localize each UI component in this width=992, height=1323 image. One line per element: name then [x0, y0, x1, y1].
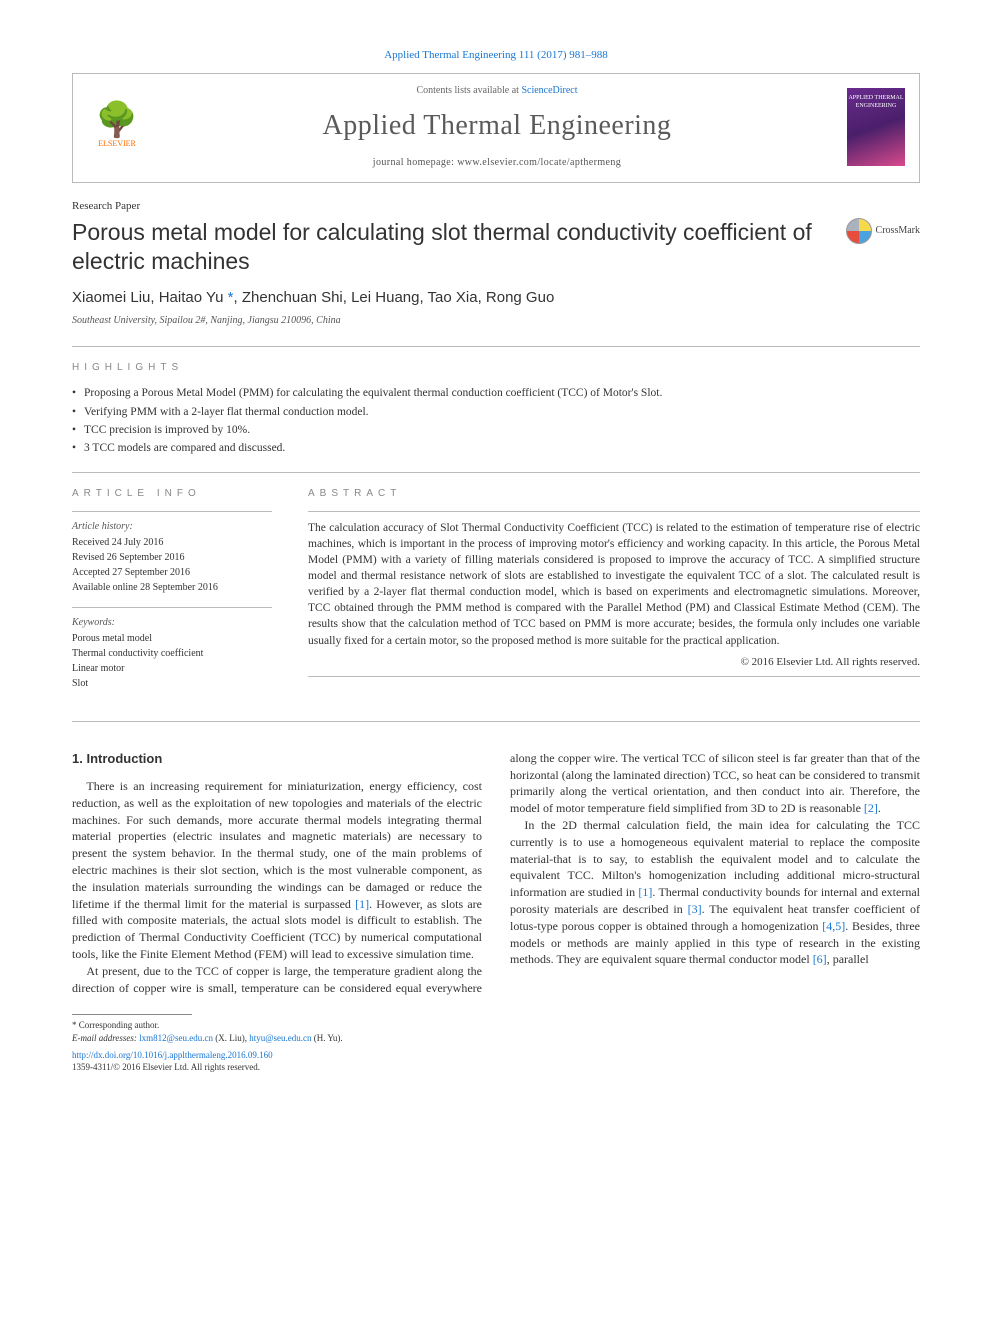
- contents-line: Contents lists available at ScienceDirec…: [163, 84, 831, 98]
- rule-1: [72, 346, 920, 347]
- ref-link[interactable]: [4,5]: [822, 919, 845, 933]
- authors-line: Xiaomei Liu, Haitao Yu *, Zhenchuan Shi,…: [72, 287, 920, 308]
- info-abstract-row: ARTICLE INFO Article history: Received 2…: [72, 473, 920, 703]
- email-label: E-mail addresses:: [72, 1033, 139, 1043]
- doi-link[interactable]: http://dx.doi.org/10.1016/j.applthermale…: [72, 1050, 273, 1060]
- intro-para-3: In the 2D thermal calculation field, the…: [510, 817, 920, 968]
- elsevier-name: ELSEVIER: [98, 138, 136, 149]
- keyword: Thermal conductivity coefficient: [72, 647, 272, 661]
- paper-type-label: Research Paper: [72, 199, 920, 214]
- intro-heading: 1. Introduction: [72, 750, 482, 768]
- abstract-label: ABSTRACT: [308, 487, 920, 501]
- highlight-item: Verifying PMM with a 2-layer flat therma…: [72, 404, 920, 420]
- crossmark-label: CrossMark: [876, 224, 920, 238]
- journal-name: Applied Thermal Engineering: [163, 106, 831, 145]
- keyword: Porous metal model: [72, 632, 272, 646]
- crossmark-badge[interactable]: CrossMark: [846, 218, 920, 244]
- highlight-item: 3 TCC models are compared and discussed.: [72, 440, 920, 456]
- article-title: Porous metal model for calculating slot …: [72, 218, 826, 276]
- crossmark-icon: [846, 218, 872, 244]
- highlight-item: TCC precision is improved by 10%.: [72, 422, 920, 438]
- highlights-list: Proposing a Porous Metal Model (PMM) for…: [72, 385, 920, 455]
- article-info-label: ARTICLE INFO: [72, 487, 272, 501]
- keyword: Slot: [72, 677, 272, 691]
- highlight-item: Proposing a Porous Metal Model (PMM) for…: [72, 385, 920, 401]
- citation-line: Applied Thermal Engineering 111 (2017) 9…: [72, 48, 920, 63]
- title-row: Porous metal model for calculating slot …: [72, 218, 920, 276]
- homepage-line: journal homepage: www.elsevier.com/locat…: [163, 156, 831, 170]
- email-line: E-mail addresses: lxm812@seu.edu.cn (X. …: [72, 1032, 920, 1045]
- keywords-block: Keywords: Porous metal model Thermal con…: [72, 616, 272, 691]
- history-received: Received 24 July 2016: [72, 536, 272, 550]
- history-revised: Revised 26 September 2016: [72, 551, 272, 565]
- ref-link[interactable]: [1]: [355, 897, 369, 911]
- abstract-col: ABSTRACT The calculation accuracy of Slo…: [308, 473, 920, 703]
- ref-link[interactable]: [3]: [688, 902, 702, 916]
- highlights-label: HIGHLIGHTS: [72, 361, 920, 375]
- footnote-rule: [72, 1014, 192, 1015]
- journal-header-box: 🌳 ELSEVIER Contents lists available at S…: [72, 73, 920, 182]
- keywords-head: Keywords:: [72, 616, 272, 630]
- article-info-col: ARTICLE INFO Article history: Received 2…: [72, 473, 272, 703]
- journal-cover-thumb: APPLIED THERMAL ENGINEERING: [847, 88, 905, 166]
- history-accepted: Accepted 27 September 2016: [72, 566, 272, 580]
- page-root: Applied Thermal Engineering 111 (2017) 9…: [0, 0, 992, 1114]
- rule-abs-bottom: [308, 676, 920, 677]
- rule-abs: [308, 511, 920, 512]
- elsevier-logo: 🌳 ELSEVIER: [87, 92, 147, 162]
- email-name-1: (X. Liu),: [213, 1033, 249, 1043]
- footnote-block: * Corresponding author. E-mail addresses…: [72, 1019, 920, 1044]
- corr-author-note: * Corresponding author.: [72, 1019, 920, 1032]
- sciencedirect-link[interactable]: ScienceDirect: [521, 85, 577, 96]
- email-name-2: (H. Yu).: [311, 1033, 342, 1043]
- contents-prefix: Contents lists available at: [416, 85, 521, 96]
- doi-line: http://dx.doi.org/10.1016/j.applthermale…: [72, 1049, 920, 1062]
- authors-rest: , Zhenchuan Shi, Lei Huang, Tao Xia, Ron…: [234, 289, 555, 306]
- rule-3: [72, 721, 920, 722]
- abstract-text: The calculation accuracy of Slot Thermal…: [308, 520, 920, 649]
- history-head: Article history:: [72, 520, 272, 534]
- elsevier-tree-icon: 🌳: [96, 104, 138, 138]
- body-columns: 1. Introduction There is an increasing r…: [72, 750, 920, 997]
- history-online: Available online 28 September 2016: [72, 581, 272, 595]
- corr-marker: *: [224, 289, 234, 306]
- ref-link[interactable]: [1]: [638, 885, 652, 899]
- history-block: Article history: Received 24 July 2016 R…: [72, 520, 272, 595]
- copyright-line: © 2016 Elsevier Ltd. All rights reserved…: [308, 655, 920, 670]
- email-link-1[interactable]: lxm812@seu.edu.cn: [139, 1033, 213, 1043]
- header-center: Contents lists available at ScienceDirec…: [163, 84, 831, 169]
- ref-link[interactable]: [6]: [813, 952, 827, 966]
- homepage-prefix: journal homepage:: [373, 157, 457, 168]
- keyword: Linear motor: [72, 662, 272, 676]
- intro-para-1: There is an increasing requirement for m…: [72, 778, 482, 963]
- rule-kw: [72, 607, 272, 608]
- rule-info: [72, 511, 272, 512]
- affiliation: Southeast University, Sipailou 2#, Nanji…: [72, 314, 920, 328]
- email-link-2[interactable]: htyu@seu.edu.cn: [249, 1033, 311, 1043]
- authors-text: Xiaomei Liu, Haitao Yu: [72, 289, 224, 306]
- ref-link[interactable]: [2]: [864, 801, 878, 815]
- issn-line: 1359-4311/© 2016 Elsevier Ltd. All right…: [72, 1061, 920, 1074]
- homepage-url[interactable]: www.elsevier.com/locate/apthermeng: [457, 157, 621, 168]
- cover-label: APPLIED THERMAL ENGINEERING: [847, 94, 905, 111]
